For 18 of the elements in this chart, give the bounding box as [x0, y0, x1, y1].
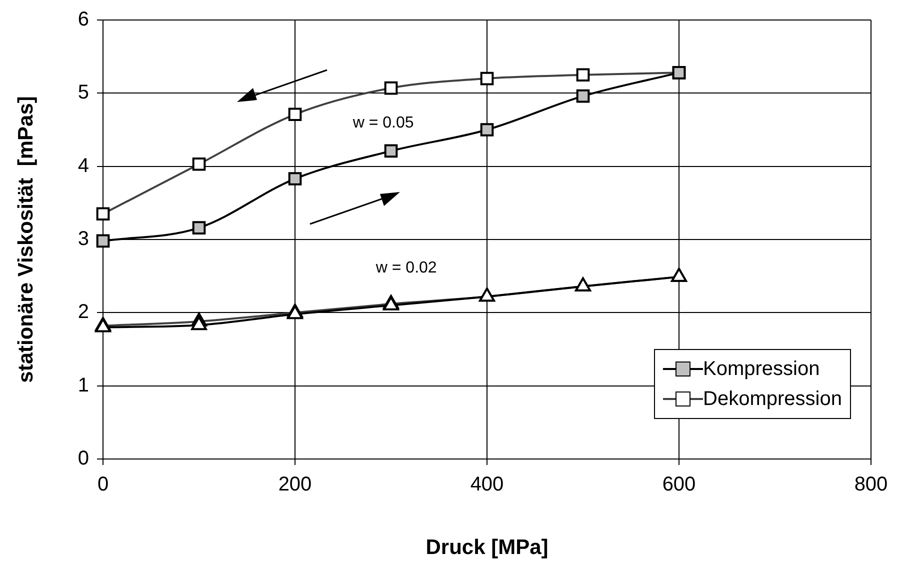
annotation: w = 0.05 — [352, 114, 414, 132]
x-tick-label: 800 — [854, 474, 888, 496]
y-axis-title: stationäre Viskosität [mPas] — [14, 96, 38, 383]
x-tick-label: 200 — [278, 474, 312, 496]
y-tick-label: 0 — [78, 448, 89, 470]
x-tick-label: 400 — [470, 474, 504, 496]
y-tick-label: 3 — [78, 228, 89, 250]
y-tick-label: 4 — [78, 154, 89, 177]
x-tick-label: 0 — [97, 474, 109, 496]
legend-label: Kompression — [703, 358, 820, 380]
x-axis-title: Druck [MPa] — [426, 536, 548, 560]
y-tick-label: 5 — [78, 82, 89, 104]
y-tick-label: 6 — [78, 8, 89, 31]
y-tick-label: 2 — [78, 301, 89, 324]
annotation: w = 0.02 — [374, 259, 437, 276]
x-tick-label: 600 — [662, 474, 696, 496]
y-tick-label: 1 — [78, 374, 89, 396]
legend-label: Dekompression — [703, 388, 842, 410]
